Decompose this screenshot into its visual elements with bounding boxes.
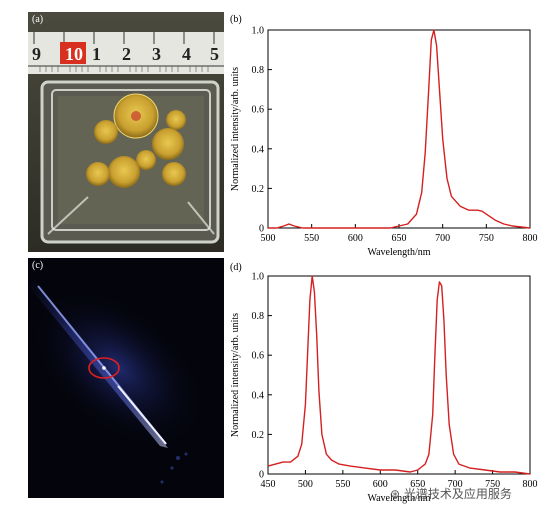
glass-dish-photo: 9 10 1 2 3 4 5 — [28, 12, 224, 252]
bright-spot — [102, 366, 106, 370]
panel-a-label: (a) — [32, 14, 44, 25]
x-tick-label: 650 — [392, 233, 407, 244]
y-tick-label: 1.0 — [252, 26, 265, 37]
plot-frame — [267, 29, 531, 229]
y-tick-label: 0.8 — [252, 311, 265, 322]
plot-frame — [267, 275, 531, 475]
photo-panel-c: (c) — [28, 258, 224, 498]
highlight-circle — [88, 357, 120, 379]
x-tick-label: 600 — [348, 233, 363, 244]
y-tick-label: 0.2 — [252, 184, 265, 195]
ruler-number: 2 — [122, 44, 131, 64]
x-tick-label: 600 — [373, 479, 388, 490]
watermark: ⊛ 光谱技术及应用服务 — [390, 487, 512, 501]
ruler-highlight — [60, 42, 86, 64]
x-tick-label: 550 — [304, 233, 319, 244]
y-tick-label: 0.6 — [252, 105, 265, 116]
spectrum-line — [267, 275, 531, 475]
fiber-emission-photo — [28, 258, 224, 498]
x-axis-label: Wavelength/nm — [367, 247, 430, 258]
x-tick-label: 800 — [523, 479, 538, 490]
x-tick-label: 500 — [261, 233, 276, 244]
watermark-text: 光谱技术及应用服务 — [403, 487, 512, 501]
y-tick-label: 0 — [259, 224, 264, 235]
y-tick-label: 0.2 — [252, 430, 265, 441]
photo-panel-a: 9 10 1 2 3 4 5 (a) — [28, 12, 224, 252]
y-axis-label: Normalized intensity/arb. units — [230, 313, 241, 437]
x-axis-label: Wavelength/nm — [367, 493, 430, 504]
y-tick-label: 1.0 — [252, 272, 265, 283]
y-tick-label: 0.6 — [252, 351, 265, 362]
ruler-number: 1 — [92, 44, 101, 64]
ruler-number: 9 — [32, 44, 41, 64]
y-tick-label: 0.8 — [252, 65, 265, 76]
ruler-number: 5 — [210, 44, 219, 64]
ruler-number: 3 — [152, 44, 161, 64]
ruler-number: 4 — [182, 44, 191, 64]
x-tick-label: 700 — [448, 479, 463, 490]
y-tick-label: 0 — [259, 470, 264, 481]
fluorescent-disks — [86, 93, 186, 188]
panel-b-label: (b) — [230, 14, 242, 25]
spectrum-chart-d: 450 500 550 600 650 700 750 800 0 0.2 0.4 0.6 0.8 1.0… — [230, 272, 538, 505]
x-tick-label: 450 — [261, 479, 276, 490]
y-tick-label: 0.4 — [252, 144, 265, 155]
x-tick-label: 550 — [335, 479, 350, 490]
x-tick-label: 500 — [298, 479, 313, 490]
spectrum-line — [268, 29, 531, 229]
x-tick-label: 750 — [485, 479, 500, 490]
y-axis-label: Normalized intensity/arb. units — [230, 67, 241, 191]
panel-d-label: (d) — [230, 262, 242, 273]
ruler-number: 10 — [65, 44, 83, 64]
panel-c-label: (c) — [32, 260, 44, 271]
x-tick-label: 650 — [410, 479, 425, 490]
y-tick-label: 0.4 — [252, 390, 265, 401]
x-tick-label: 750 — [479, 233, 494, 244]
x-tick-label: 700 — [435, 233, 450, 244]
x-tick-label: 800 — [523, 233, 538, 244]
spectrum-chart-b: 500 550 600 650 700 750 800 0 0.2 0.4 0.6 0.8 1.0 Wav… — [230, 26, 538, 259]
